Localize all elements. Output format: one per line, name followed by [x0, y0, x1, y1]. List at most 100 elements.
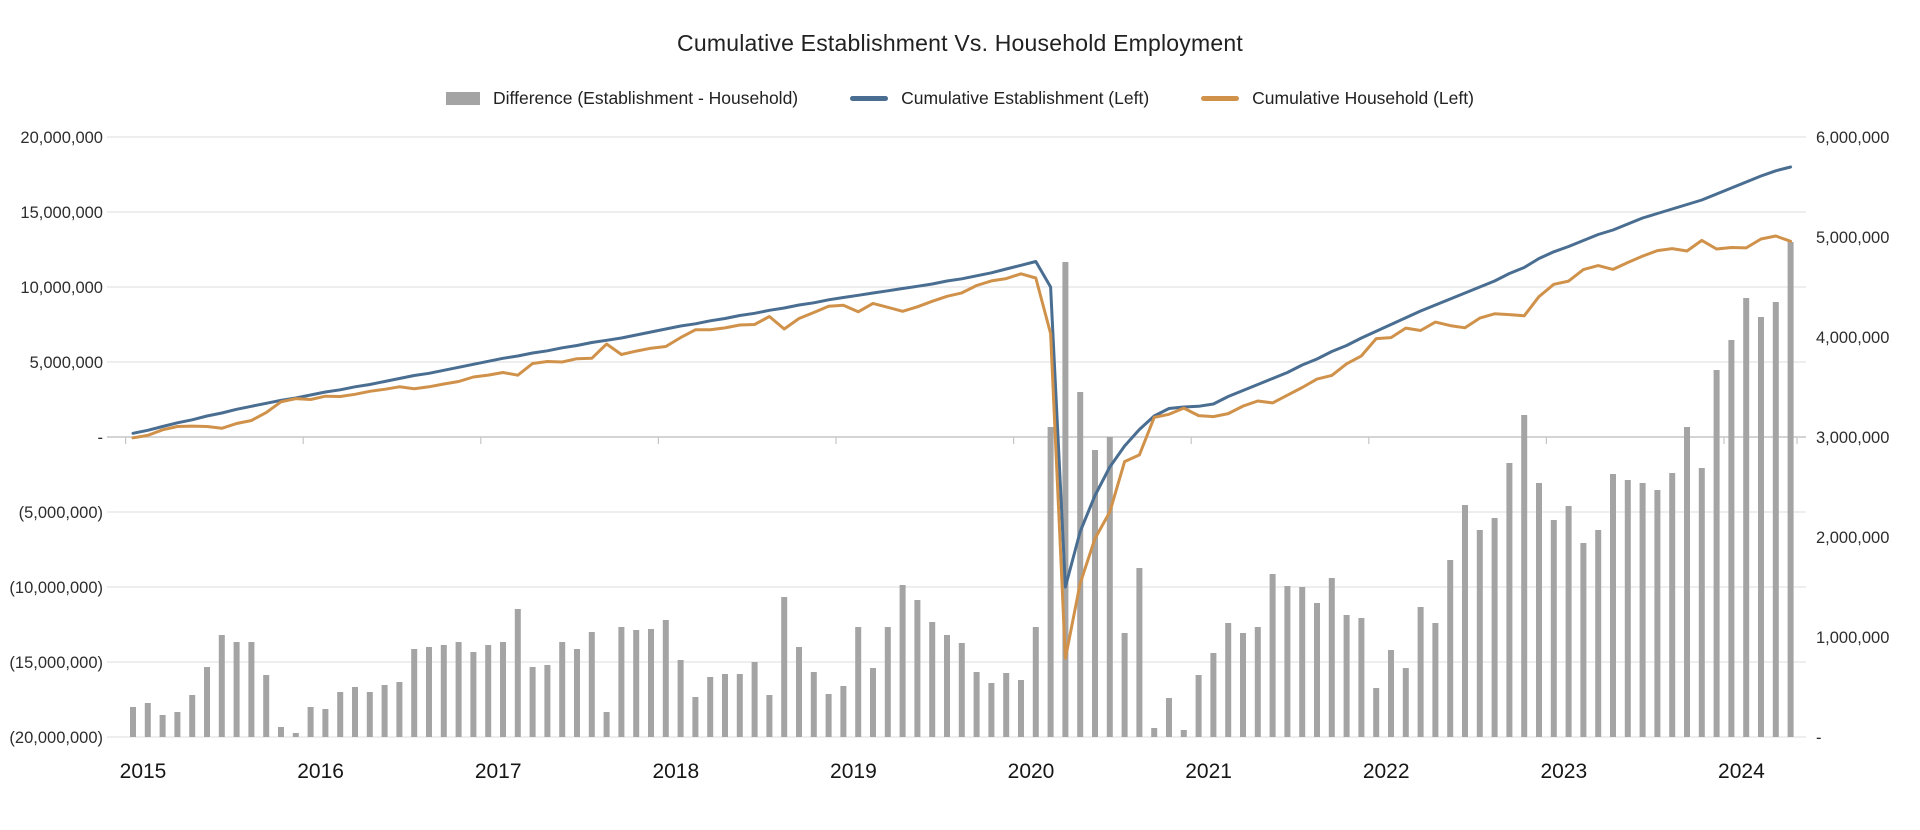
- difference-bar: [648, 629, 654, 737]
- difference-bar: [529, 667, 536, 737]
- difference-bar: [1684, 427, 1690, 737]
- difference-bar: [1092, 450, 1098, 737]
- difference-bar: [1550, 520, 1557, 737]
- difference-bar: [1077, 392, 1084, 737]
- left-axis-tick-label: (5,000,000): [19, 504, 103, 522]
- legend-label: Cumulative Establishment (Left): [901, 88, 1150, 108]
- difference-bar: [1284, 586, 1291, 737]
- x-axis-year-label: 2019: [830, 760, 877, 783]
- legend-bar-swatch-icon: [446, 92, 481, 105]
- difference-bar: [899, 585, 906, 737]
- difference-bar: [248, 642, 255, 737]
- difference-bar: [189, 695, 196, 737]
- difference-bar: [1388, 650, 1394, 737]
- difference-bar: [204, 667, 210, 737]
- difference-bar: [1728, 340, 1735, 737]
- difference-bar: [1447, 560, 1454, 737]
- chart-title: Cumulative Establishment Vs. Household E…: [677, 30, 1243, 56]
- right-axis-tick-label: -: [1816, 729, 1822, 747]
- difference-bar: [1047, 427, 1054, 737]
- difference-bar: [470, 652, 477, 737]
- difference-bar: [1491, 518, 1498, 737]
- difference-bar: [944, 635, 950, 737]
- right-axis-tick-label: 4,000,000: [1816, 329, 1889, 347]
- difference-bar: [1180, 730, 1187, 737]
- difference-bar: [1195, 675, 1202, 737]
- difference-bar: [1462, 505, 1468, 737]
- difference-bar: [1373, 688, 1380, 737]
- difference-bar: [218, 635, 225, 737]
- difference-bar: [544, 665, 551, 737]
- difference-bar: [884, 627, 891, 737]
- left-axis-tick-label: 5,000,000: [30, 354, 103, 372]
- legend-line-swatch-icon: [850, 96, 889, 101]
- difference-bar: [677, 660, 684, 737]
- difference-bar: [1506, 463, 1513, 737]
- x-axis-year-label: 2017: [475, 760, 522, 783]
- x-axis-year-label: 2018: [652, 760, 699, 783]
- difference-bar: [1565, 506, 1572, 737]
- difference-bar: [1417, 607, 1424, 737]
- legend-item: Difference (Establishment - Household): [446, 88, 798, 109]
- left-axis-tick-label: 10,000,000: [20, 279, 103, 297]
- difference-bar: [870, 668, 876, 737]
- left-axis-tick-label: 20,000,000: [20, 129, 103, 147]
- difference-bar: [707, 677, 714, 737]
- difference-bar: [485, 645, 492, 737]
- difference-bar: [1669, 473, 1676, 737]
- difference-bar: [1254, 627, 1261, 737]
- right-axis-tick-label: 5,000,000: [1816, 229, 1889, 247]
- difference-bar: [618, 627, 625, 737]
- difference-bar: [1698, 468, 1705, 737]
- x-axis-year-label: 2016: [297, 760, 344, 783]
- left-axis-tick-label: -: [98, 429, 104, 447]
- difference-bar: [603, 712, 610, 737]
- right-axis-tick-label: 2,000,000: [1816, 529, 1889, 547]
- difference-bar: [1758, 317, 1764, 737]
- difference-bar: [855, 627, 862, 737]
- difference-bar: [1314, 603, 1320, 737]
- difference-bar: [1032, 627, 1039, 737]
- difference-bar: [662, 620, 669, 737]
- x-axis-year-label: 2021: [1185, 760, 1232, 783]
- legend-label: Difference (Establishment - Household): [493, 88, 799, 108]
- difference-bar: [1772, 302, 1779, 737]
- difference-bar: [973, 672, 980, 737]
- difference-bar: [514, 609, 521, 737]
- right-axis-tick-label: 1,000,000: [1816, 629, 1889, 647]
- difference-bar: [1062, 262, 1069, 737]
- difference-bar: [1151, 728, 1158, 737]
- difference-bar: [810, 672, 817, 737]
- axis-labels: 20,000,000 15,000,000 10,000,000 5,000,000 -…: [9, 129, 1889, 783]
- difference-bar: [1521, 415, 1528, 737]
- legend: Difference (Establishment - Household) C…: [0, 88, 1920, 109]
- difference-bar: [1269, 574, 1276, 737]
- difference-bar: [1299, 587, 1306, 737]
- difference-bar: [455, 642, 462, 737]
- difference-bar: [500, 642, 506, 737]
- difference-bar: [278, 727, 284, 737]
- x-axis-year-label: 2020: [1008, 760, 1055, 783]
- difference-bar: [426, 647, 432, 737]
- right-axis-tick-label: 3,000,000: [1816, 429, 1889, 447]
- line-series: [131, 165, 1793, 660]
- difference-bar: [1595, 530, 1602, 737]
- difference-bar: [1328, 578, 1335, 737]
- difference-bar: [337, 692, 344, 737]
- legend-label: Cumulative Household (Left): [1252, 88, 1474, 108]
- difference-bar: [559, 642, 566, 737]
- difference-bar: [633, 630, 640, 737]
- difference-bar: [692, 697, 699, 737]
- difference-bar: [1018, 680, 1024, 737]
- difference-bar: [1536, 483, 1542, 737]
- left-axis-tick-label: (10,000,000): [9, 579, 103, 597]
- left-axis-tick-label: (20,000,000): [9, 729, 103, 747]
- difference-bar: [440, 645, 447, 737]
- difference-bar: [1476, 530, 1483, 737]
- household-line: [131, 234, 1793, 660]
- difference-bar: [1610, 474, 1616, 737]
- difference-bar: [1432, 623, 1439, 737]
- difference-bar: [929, 622, 936, 737]
